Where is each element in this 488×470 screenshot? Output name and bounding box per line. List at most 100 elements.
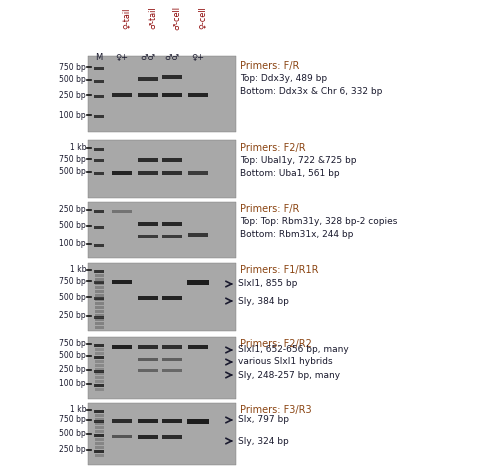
Text: Primers: F/R: Primers: F/R: [240, 61, 299, 71]
Bar: [94, 344, 104, 347]
Bar: [95, 306, 104, 308]
Bar: [95, 348, 104, 351]
Text: Primers: F1/R1R: Primers: F1/R1R: [240, 265, 319, 275]
Bar: [95, 454, 104, 456]
Text: ♂♂: ♂♂: [141, 53, 156, 62]
Text: 100 bp: 100 bp: [60, 110, 86, 119]
Bar: [88, 403, 236, 465]
Text: 750 bp: 750 bp: [59, 339, 86, 348]
Bar: [188, 171, 208, 174]
Text: 750 bp: 750 bp: [59, 155, 86, 164]
Bar: [188, 233, 208, 236]
Bar: [88, 56, 236, 132]
Bar: [94, 244, 104, 247]
Bar: [138, 93, 158, 96]
Bar: [95, 302, 104, 305]
Bar: [95, 310, 104, 313]
Bar: [112, 210, 132, 213]
Bar: [138, 222, 158, 226]
Text: 250 bp: 250 bp: [60, 312, 86, 321]
Bar: [88, 263, 236, 331]
Text: 1 kb: 1 kb: [69, 266, 86, 274]
Bar: [162, 435, 182, 439]
Bar: [95, 430, 104, 432]
Text: 100 bp: 100 bp: [60, 379, 86, 389]
Bar: [94, 410, 104, 413]
Bar: [95, 442, 104, 445]
Bar: [138, 77, 158, 80]
Bar: [95, 368, 104, 370]
Text: ♂♂: ♂♂: [164, 53, 180, 62]
Bar: [95, 426, 104, 429]
Text: Sly, 248-257 bp, many: Sly, 248-257 bp, many: [238, 370, 340, 379]
Bar: [95, 326, 104, 329]
Bar: [95, 352, 104, 354]
Bar: [162, 171, 182, 175]
Bar: [95, 294, 104, 297]
Text: Bottom: Uba1, 561 bp: Bottom: Uba1, 561 bp: [240, 169, 340, 178]
Text: ♀+: ♀+: [191, 53, 204, 62]
Text: Bottom: Rbm31x, 244 bp: Bottom: Rbm31x, 244 bp: [240, 230, 353, 239]
Bar: [95, 298, 104, 300]
Text: Top: Ubal1y, 722 &725 bp: Top: Ubal1y, 722 &725 bp: [240, 156, 357, 165]
Text: 100 bp: 100 bp: [60, 240, 86, 249]
Text: 500 bp: 500 bp: [59, 76, 86, 85]
Bar: [95, 274, 104, 276]
Text: M: M: [95, 53, 102, 62]
Text: Top: Ddx3y, 489 bp: Top: Ddx3y, 489 bp: [240, 74, 327, 83]
Bar: [95, 414, 104, 416]
Bar: [188, 93, 208, 96]
Text: 500 bp: 500 bp: [59, 430, 86, 439]
Bar: [138, 296, 158, 300]
Bar: [95, 318, 104, 321]
Bar: [94, 356, 104, 359]
Bar: [138, 419, 158, 423]
Bar: [188, 345, 208, 349]
Text: Bottom: Ddx3x & Chr 6, 332 bp: Bottom: Ddx3x & Chr 6, 332 bp: [240, 87, 383, 96]
Bar: [94, 434, 104, 437]
Bar: [138, 158, 158, 162]
Bar: [94, 95, 104, 98]
Bar: [162, 93, 182, 96]
Bar: [95, 418, 104, 421]
Text: Slx, 797 bp: Slx, 797 bp: [238, 415, 289, 424]
Bar: [95, 286, 104, 289]
Bar: [94, 420, 104, 423]
Bar: [95, 344, 104, 346]
Bar: [94, 67, 104, 70]
Text: Primers: F2/R2: Primers: F2/R2: [240, 339, 312, 349]
Text: various Slxl1 hybrids: various Slxl1 hybrids: [238, 358, 333, 367]
Text: Sly, 384 bp: Sly, 384 bp: [238, 297, 289, 306]
Bar: [138, 171, 158, 175]
Text: Slxl1, 855 bp: Slxl1, 855 bp: [238, 280, 297, 289]
Text: 750 bp: 750 bp: [59, 415, 86, 424]
Text: 250 bp: 250 bp: [60, 205, 86, 214]
Bar: [94, 450, 104, 453]
Bar: [95, 376, 104, 378]
Bar: [162, 235, 182, 238]
Text: 750 bp: 750 bp: [59, 63, 86, 71]
Bar: [95, 410, 104, 413]
Text: 500 bp: 500 bp: [59, 221, 86, 230]
Bar: [162, 369, 182, 372]
Bar: [94, 297, 104, 300]
Bar: [95, 384, 104, 386]
Bar: [112, 345, 132, 349]
Text: Top: Top: Rbm31y, 328 bp-2 copies: Top: Top: Rbm31y, 328 bp-2 copies: [240, 217, 397, 226]
Bar: [94, 159, 104, 162]
Bar: [95, 360, 104, 362]
Bar: [95, 364, 104, 367]
Text: Primers: F2/R: Primers: F2/R: [240, 143, 305, 153]
Bar: [95, 322, 104, 324]
Bar: [94, 148, 104, 151]
Text: Primers: F/R: Primers: F/R: [240, 204, 299, 214]
Bar: [112, 435, 132, 438]
Bar: [112, 280, 132, 284]
Bar: [95, 380, 104, 383]
Text: 1 kb: 1 kb: [69, 406, 86, 415]
Bar: [95, 290, 104, 292]
Bar: [88, 337, 236, 399]
Bar: [95, 446, 104, 448]
Bar: [138, 435, 158, 439]
Text: 1 kb: 1 kb: [69, 143, 86, 152]
